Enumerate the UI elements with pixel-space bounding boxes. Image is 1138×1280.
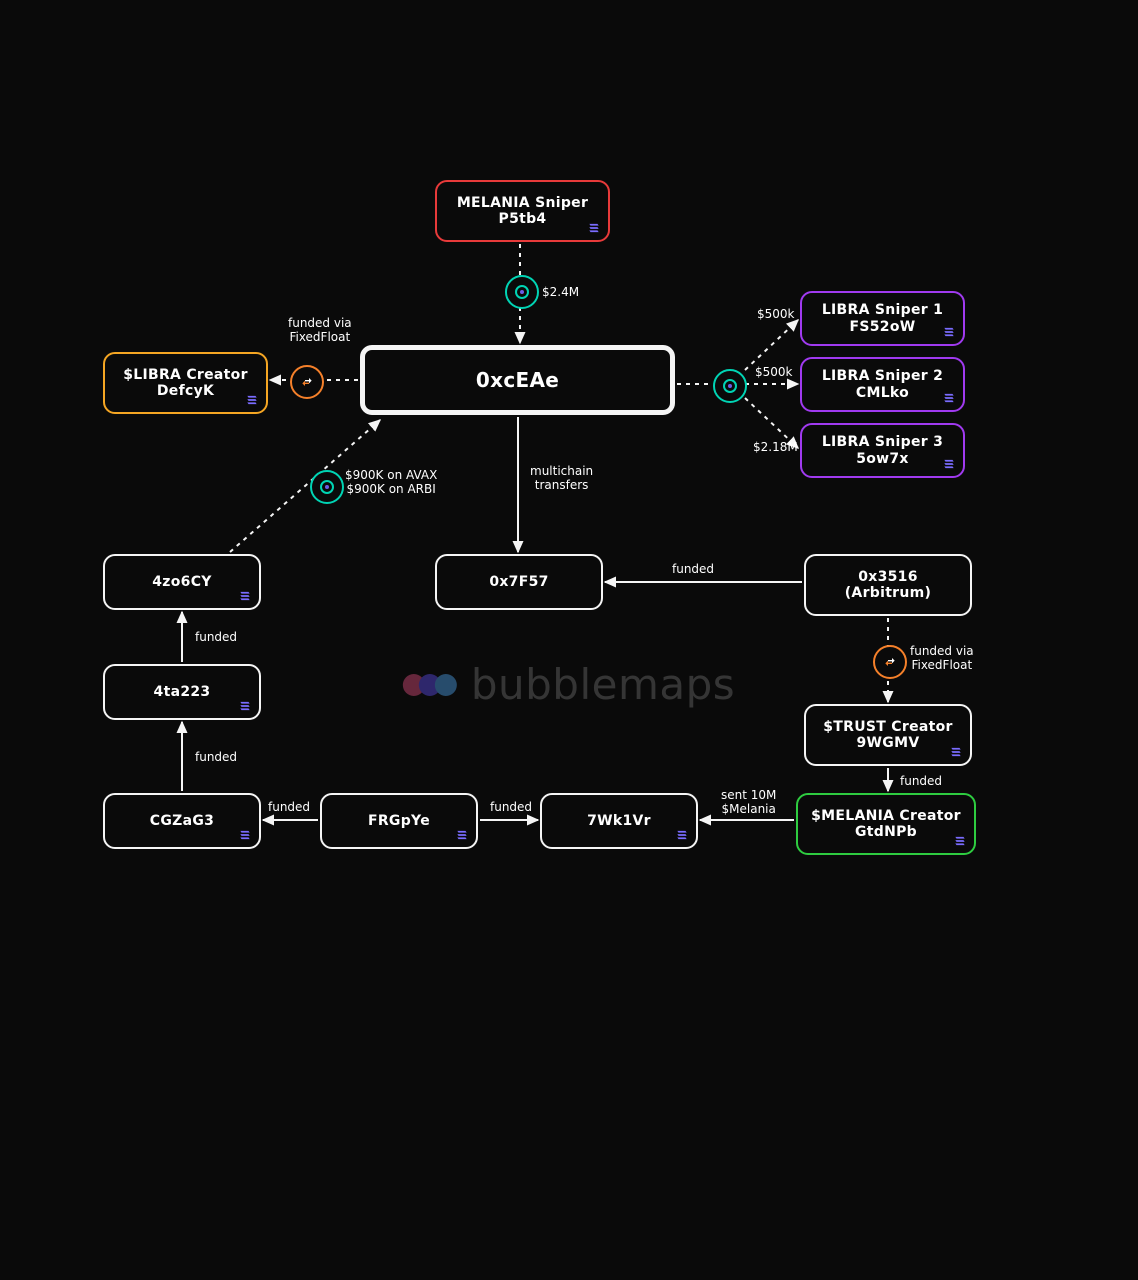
node-label: $LIBRA Creator — [123, 367, 248, 383]
node-sublabel: (Arbitrum) — [845, 585, 932, 601]
diagram-canvas: bubblemaps MELANIA SniperP5tb4 $LIBRA Cr… — [0, 0, 1138, 1280]
node-4zo6cy[interactable]: 4zo6CY — [103, 554, 261, 610]
edge-label: funded viaFixedFloat — [288, 316, 352, 345]
chain-icon — [674, 827, 690, 843]
bridge-icon — [310, 470, 344, 504]
edge-label: funded — [195, 750, 237, 764]
bridge-icon — [713, 369, 747, 403]
node-frgpye[interactable]: FRGpYe — [320, 793, 478, 849]
node-libra_s3[interactable]: LIBRA Sniper 35ow7x — [800, 423, 965, 478]
fixedfloat-icon — [873, 645, 907, 679]
node-libra_s1[interactable]: LIBRA Sniper 1FS52oW — [800, 291, 965, 346]
edge-label: $2.18M — [753, 440, 798, 454]
node-oxceae[interactable]: 0xcEAe — [360, 345, 675, 415]
chain-icon — [941, 390, 957, 406]
edge-label: sent 10M$Melania — [721, 788, 776, 817]
node-label: LIBRA Sniper 2 — [822, 368, 943, 384]
chain-icon — [237, 827, 253, 843]
chain-icon — [237, 588, 253, 604]
node-label: CGZaG3 — [150, 813, 214, 829]
node-label: FRGpYe — [368, 813, 430, 829]
edge-label: multichaintransfers — [530, 464, 593, 493]
edge-label: $900K on AVAX$900K on ARBI — [345, 468, 437, 497]
node-sublabel: FS52oW — [850, 319, 916, 335]
node-label: 0xcEAe — [476, 369, 559, 392]
edge-label: $2.4M — [542, 285, 579, 299]
node-sublabel: GtdNPb — [855, 824, 917, 840]
node-label: $MELANIA Creator — [811, 808, 961, 824]
chain-icon — [454, 827, 470, 843]
watermark-text: bubblemaps — [471, 660, 735, 709]
node-sublabel: P5tb4 — [499, 211, 547, 227]
edge-oxceae-libra_s1 — [745, 320, 798, 370]
node-cgzag3[interactable]: CGZaG3 — [103, 793, 261, 849]
node-sublabel: CMLko — [856, 385, 909, 401]
node-sublabel: DefcyK — [157, 383, 214, 399]
node-sublabel: 9WGMV — [857, 735, 920, 751]
chain-icon — [244, 392, 260, 408]
watermark: bubblemaps — [403, 660, 735, 709]
chain-icon — [237, 698, 253, 714]
chain-icon — [952, 833, 968, 849]
fixedfloat-icon — [290, 365, 324, 399]
node-label: 4ta223 — [154, 684, 211, 700]
node-label: 0x7F57 — [489, 574, 548, 590]
edge-label: funded — [268, 800, 310, 814]
node-libra_s2[interactable]: LIBRA Sniper 2CMLko — [800, 357, 965, 412]
node-label: LIBRA Sniper 3 — [822, 434, 943, 450]
chain-icon — [941, 324, 957, 340]
node-ox3516[interactable]: 0x3516(Arbitrum) — [804, 554, 972, 616]
edge-label: funded viaFixedFloat — [910, 644, 974, 673]
node-4ta223[interactable]: 4ta223 — [103, 664, 261, 720]
edge-label: $500k — [755, 365, 793, 379]
edge-label: funded — [900, 774, 942, 788]
node-ox7f57[interactable]: 0x7F57 — [435, 554, 603, 610]
watermark-logo — [403, 674, 457, 696]
node-sublabel: 5ow7x — [856, 451, 909, 467]
bridge-icon — [505, 275, 539, 309]
node-trust_creator[interactable]: $TRUST Creator9WGMV — [804, 704, 972, 766]
edge-label: funded — [490, 800, 532, 814]
node-label: 7Wk1Vr — [587, 813, 651, 829]
edge-oxceae-libra_s3 — [745, 398, 798, 448]
node-libra_creator[interactable]: $LIBRA CreatorDefcyK — [103, 352, 268, 414]
node-label: LIBRA Sniper 1 — [822, 302, 943, 318]
node-label: $TRUST Creator — [823, 719, 952, 735]
chain-icon — [948, 744, 964, 760]
chain-icon — [586, 220, 602, 236]
edge-label: funded — [672, 562, 714, 576]
chain-icon — [941, 456, 957, 472]
edge-label: $500k — [757, 307, 795, 321]
node-melania_creator[interactable]: $MELANIA CreatorGtdNPb — [796, 793, 976, 855]
node-7wk1vr[interactable]: 7Wk1Vr — [540, 793, 698, 849]
edge-4zo6cy-oxceae — [230, 420, 380, 552]
node-label: 0x3516 — [858, 569, 918, 585]
node-label: MELANIA Sniper — [457, 195, 588, 211]
node-label: 4zo6CY — [152, 574, 211, 590]
edge-label: funded — [195, 630, 237, 644]
node-melania_sniper[interactable]: MELANIA SniperP5tb4 — [435, 180, 610, 242]
